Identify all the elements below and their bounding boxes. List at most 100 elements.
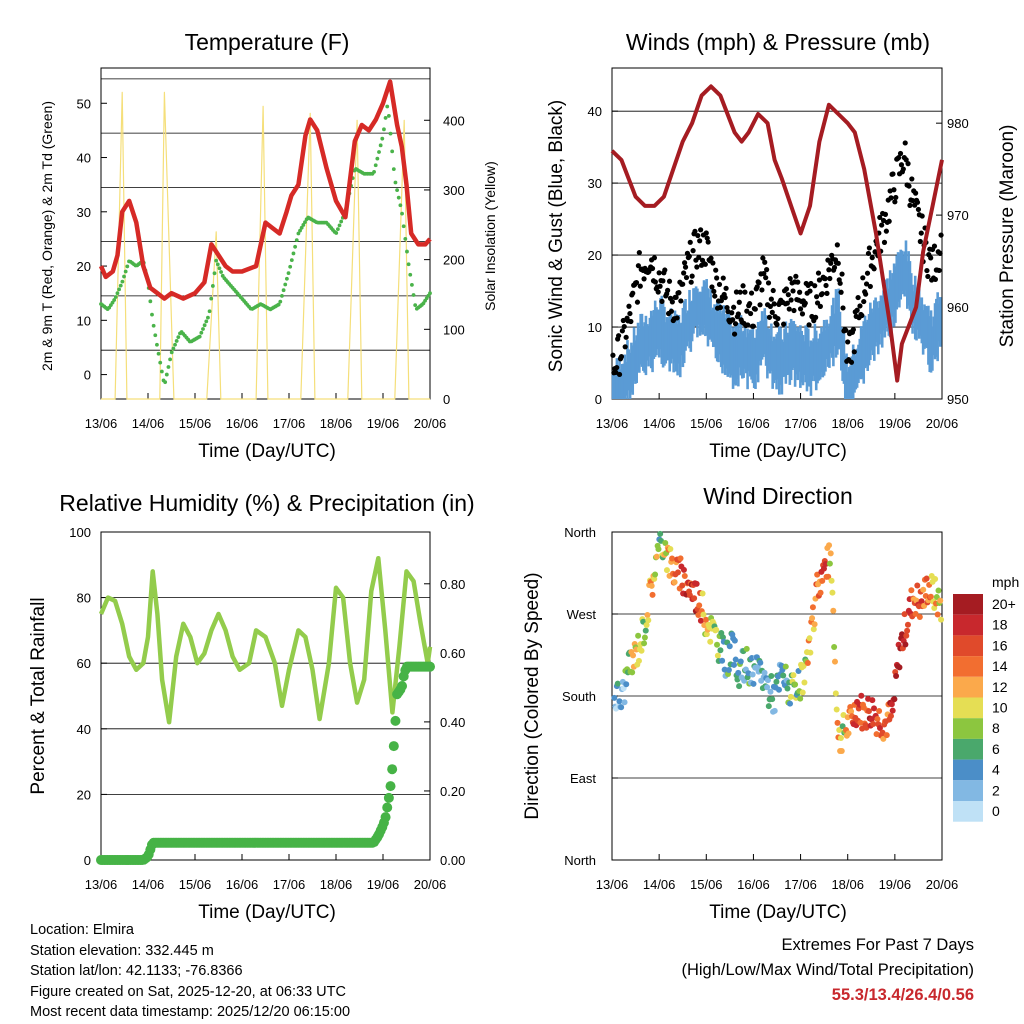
dewpoint-point xyxy=(378,143,383,148)
dewpoint-point xyxy=(382,127,386,132)
dewpoint-point xyxy=(150,312,154,317)
direction-point xyxy=(677,555,684,562)
direction-point xyxy=(669,555,676,562)
gust-point xyxy=(635,263,642,269)
dewpoint-point xyxy=(276,302,281,307)
gust-point xyxy=(731,304,737,310)
dewpoint-point xyxy=(283,282,288,287)
gust-point xyxy=(698,227,704,233)
gust-point xyxy=(855,294,861,301)
direction-point xyxy=(725,666,732,673)
gust-point xyxy=(890,171,896,177)
direction-title: Wind Direction xyxy=(703,483,853,509)
legend-label: 2 xyxy=(992,782,1000,798)
gust-point xyxy=(682,260,688,266)
gust-point xyxy=(905,161,911,167)
y2-tick-label: 0.00 xyxy=(440,853,465,868)
gust-point xyxy=(802,300,808,306)
gust-point xyxy=(924,267,930,274)
gust-point xyxy=(686,253,692,259)
direction-point xyxy=(837,734,844,741)
direction-point xyxy=(869,697,876,704)
direction-point xyxy=(807,649,814,656)
gust-point xyxy=(682,264,689,270)
legend-label: 10 xyxy=(992,700,1008,716)
x-tick-label: 16/06 xyxy=(226,416,259,431)
y-tick-label: 50 xyxy=(77,96,91,111)
gust-point xyxy=(808,280,814,287)
direction-point xyxy=(848,708,855,715)
legend-swatch xyxy=(953,676,983,698)
dewpoint-point xyxy=(296,231,301,236)
direction-point xyxy=(630,652,637,659)
dewpoint-point xyxy=(372,170,376,174)
legend-swatch xyxy=(953,780,983,801)
dewpoint-point xyxy=(199,330,204,335)
temperature-line xyxy=(98,79,432,301)
direction-point xyxy=(916,613,923,620)
gust-point xyxy=(709,284,715,290)
gust-point xyxy=(723,285,729,291)
gust-point xyxy=(752,306,758,312)
wind-pressure-panel: Winds (mph) & Pressure (mb) Time (Day/UT… xyxy=(546,29,1018,462)
gust-point xyxy=(799,311,806,317)
dewpoint-point xyxy=(118,283,123,288)
direction-point xyxy=(829,589,836,596)
direction-point xyxy=(934,611,941,618)
gust-point xyxy=(861,298,867,305)
x-tick-label: 15/06 xyxy=(690,416,723,431)
gust-point xyxy=(775,315,781,322)
gust-point xyxy=(744,308,750,314)
gust-point xyxy=(614,364,620,371)
direction-point xyxy=(927,593,934,600)
direction-point xyxy=(623,681,630,688)
dewpoint-point xyxy=(293,244,298,249)
direction-point xyxy=(889,707,896,714)
dewpoint-point xyxy=(125,264,130,269)
direction-point xyxy=(719,634,726,641)
direction-point xyxy=(641,640,648,647)
gust-point xyxy=(826,267,832,273)
gust-point xyxy=(712,293,718,299)
direction-point xyxy=(696,602,703,609)
gust-point xyxy=(690,248,696,254)
dewpoint-point xyxy=(219,270,223,274)
dewpoint-point xyxy=(168,357,172,362)
plot-frame xyxy=(611,531,943,861)
gust-point xyxy=(729,310,735,316)
gust-point xyxy=(703,230,709,236)
dewpoint-point xyxy=(120,279,125,284)
dewpoint-point xyxy=(278,299,283,304)
direction-point xyxy=(809,615,816,622)
legend-label: 12 xyxy=(992,679,1008,695)
gust-point xyxy=(683,274,690,281)
legend-label: 4 xyxy=(992,762,1000,778)
gust-point xyxy=(843,327,849,333)
solar-ylabel: Solar Insolation (Yellow) xyxy=(482,161,498,311)
gust-point xyxy=(869,255,875,261)
direction-point xyxy=(675,569,681,576)
gust-point xyxy=(616,333,622,339)
legend-label: 8 xyxy=(992,720,1000,736)
gust-point xyxy=(757,302,763,308)
precip-point xyxy=(425,661,435,672)
gust-point xyxy=(850,327,856,333)
gust-point xyxy=(674,315,680,321)
direction-point xyxy=(703,616,710,623)
y2-tick-label: 400 xyxy=(443,113,465,128)
direction-point xyxy=(749,671,756,678)
gust-point xyxy=(636,249,642,256)
pressure-ylabel: Station Pressure (Maroon) xyxy=(997,125,1018,348)
direction-point xyxy=(679,582,686,589)
y2-tick-label: 950 xyxy=(947,392,969,407)
gust-point xyxy=(898,162,905,168)
y2-tick-label: 980 xyxy=(947,116,969,131)
direction-point xyxy=(782,663,789,670)
station-info: Location: Elmira Station elevation: 332.… xyxy=(30,920,350,1023)
direction-point xyxy=(635,632,642,639)
precip-point xyxy=(382,802,393,813)
x-tick-label: 13/06 xyxy=(85,877,118,892)
gust-point xyxy=(863,281,870,287)
dewpoint-point xyxy=(281,288,286,293)
direction-point xyxy=(775,686,782,693)
